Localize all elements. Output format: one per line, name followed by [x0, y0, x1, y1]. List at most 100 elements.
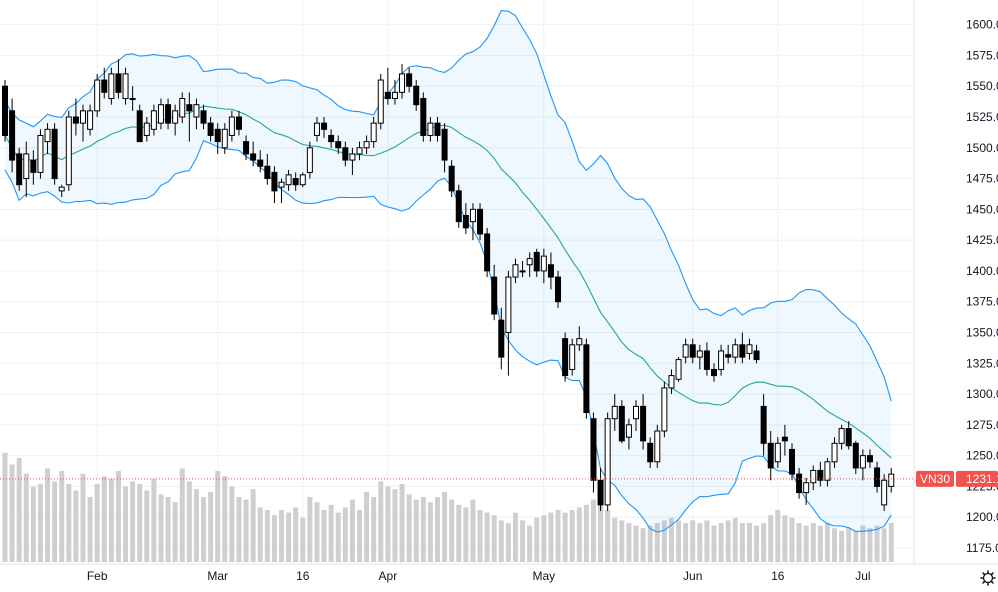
candle-body-down [874, 467, 881, 487]
volume-bar [271, 515, 277, 562]
candle [696, 344, 703, 370]
candle-body-down [448, 165, 455, 192]
candle-body-down [462, 215, 469, 229]
candle-body-down [547, 264, 554, 278]
candle [441, 123, 448, 173]
volume-bar [37, 484, 43, 562]
candle [852, 440, 859, 475]
volume-bar [732, 517, 738, 562]
candle-body-up [228, 116, 235, 136]
candle-body-down [753, 350, 760, 361]
volume-bar [605, 510, 611, 562]
candle [881, 474, 888, 512]
volume-bar [512, 512, 518, 562]
candle-body-up [859, 455, 866, 469]
volume-bar [754, 525, 760, 562]
candle [675, 357, 682, 382]
volume-bar [300, 517, 306, 562]
candle [214, 123, 221, 154]
candle-body-up [150, 110, 157, 130]
candle-body-down [781, 436, 788, 442]
candle [115, 59, 122, 99]
candle [264, 153, 271, 185]
candle-body-up [122, 73, 129, 100]
candle-body-down [533, 251, 540, 272]
candle-body-up [108, 73, 115, 100]
volume-bar [456, 504, 462, 562]
candle-body-up [23, 153, 30, 180]
volume-bar [66, 484, 72, 562]
settings-gear-icon[interactable] [980, 570, 996, 586]
candle-body-up [356, 147, 363, 155]
candle [427, 116, 434, 142]
volume-bar [2, 452, 8, 562]
candle [193, 98, 200, 130]
candle [831, 437, 838, 468]
volume-bar [888, 523, 894, 562]
candle [576, 326, 583, 351]
volume-bar [229, 486, 235, 562]
candle [342, 141, 349, 167]
price-tick-label: 1275.0 [966, 418, 998, 432]
volume-bar [307, 497, 313, 562]
candle-body-up [285, 174, 292, 186]
candle-body-down [101, 79, 108, 93]
candle-body-down [866, 455, 873, 463]
volume-bar [264, 510, 270, 562]
candle-body-down [477, 208, 484, 235]
candle [547, 252, 554, 290]
volume-bar [158, 494, 164, 562]
time-tick-label: Apr [379, 569, 398, 583]
candle-body-up [569, 344, 576, 370]
volume-bar [817, 525, 823, 562]
volume-bar [668, 517, 674, 562]
candle [172, 104, 179, 136]
candle-body-down [689, 344, 696, 358]
candle-body-up [469, 208, 476, 223]
candle [243, 135, 250, 161]
candle-body-up [94, 79, 101, 112]
candle [221, 123, 228, 154]
candle-body-down [16, 153, 23, 186]
volume-bar [470, 499, 476, 562]
candle-body-down [200, 110, 207, 124]
volume-bar [406, 494, 412, 562]
candle [328, 129, 335, 148]
volume-bar [590, 499, 596, 562]
candle [569, 338, 576, 376]
volume-bar [626, 523, 632, 562]
candle [377, 73, 384, 130]
candle [335, 135, 342, 154]
candle-body-down [739, 344, 746, 358]
volume-bar [683, 523, 689, 562]
candle-body-down [165, 104, 172, 124]
candle-body-down [703, 350, 710, 370]
candle [2, 80, 8, 142]
candle [122, 67, 129, 105]
candle [434, 116, 441, 142]
candle [739, 332, 746, 364]
candle [633, 400, 640, 432]
volume-bar [796, 523, 802, 562]
candle-body-down [760, 405, 767, 444]
candle-body-up [576, 338, 583, 346]
candle-body-up [299, 174, 306, 186]
candle-body-down [498, 319, 505, 358]
candle [65, 110, 72, 191]
volume-bar [357, 510, 362, 562]
candle [611, 394, 618, 432]
candle [682, 338, 689, 364]
candle-body-up [79, 110, 86, 124]
candle [129, 86, 136, 111]
candle-body-up [519, 270, 526, 273]
candle [533, 248, 540, 278]
candle-body-up [313, 122, 320, 136]
lower-band-line [4, 139, 892, 533]
candle [87, 104, 94, 136]
time-axis[interactable]: Feb Mar 16 Apr May Jun 16 Jul [87, 569, 871, 583]
candle-body-down [328, 134, 335, 143]
volume-bar [442, 491, 448, 562]
price-tick-label: 1300.0 [966, 387, 998, 401]
